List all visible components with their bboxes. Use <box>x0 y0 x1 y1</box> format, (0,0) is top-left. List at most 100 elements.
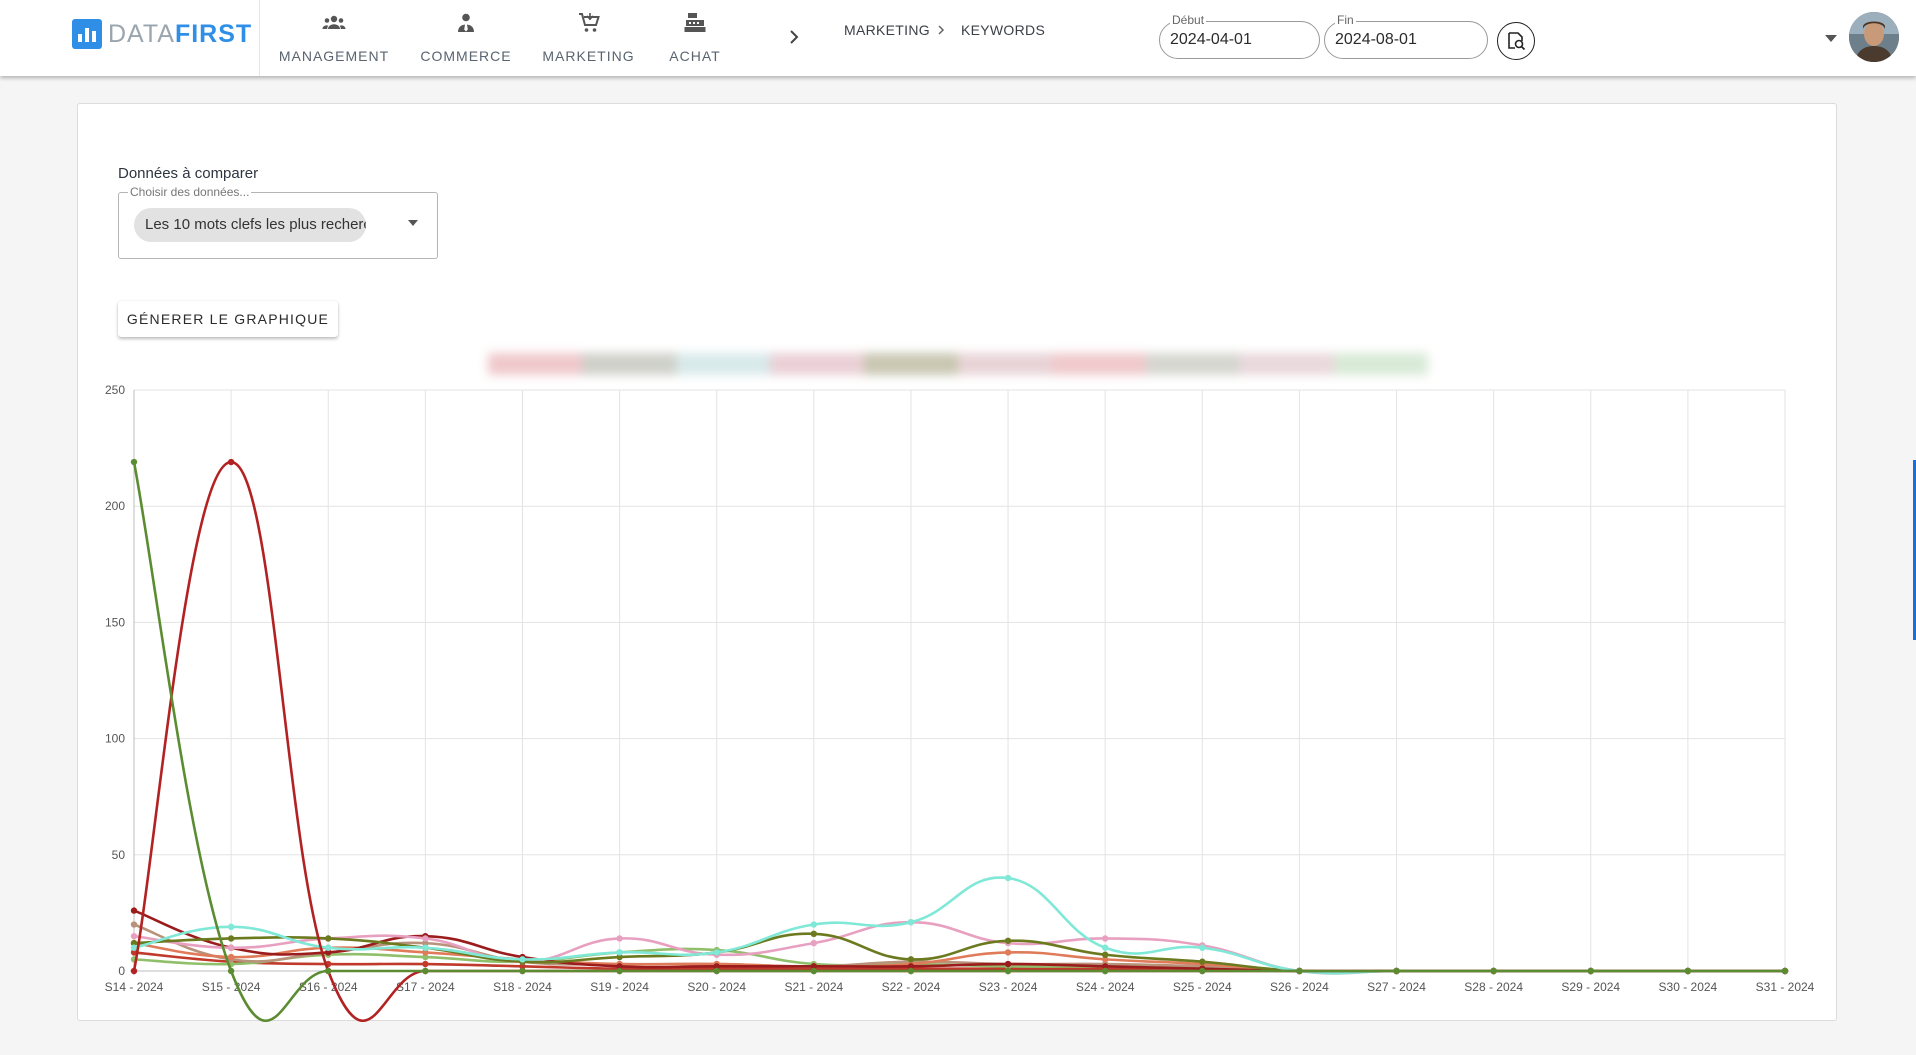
nav-management[interactable]: MANAGEMENT <box>278 12 390 64</box>
nav-label: ACHAT <box>669 48 721 64</box>
bar-chart-icon <box>72 19 102 49</box>
data-point <box>227 944 235 951</box>
search-document-icon <box>1508 32 1526 51</box>
end-date-field[interactable]: Fin 2024-08-01 <box>1324 13 1488 59</box>
avatar[interactable] <box>1849 12 1899 62</box>
y-tick-label: 200 <box>105 499 125 513</box>
nav-achat[interactable]: ACHAT <box>664 12 726 64</box>
generate-chart-label: GÉNERER LE GRAPHIQUE <box>126 311 330 327</box>
data-point <box>1004 960 1012 968</box>
x-tick-label: S21 - 2024 <box>784 980 843 994</box>
select-placeholder: Choisir des données... <box>128 184 252 196</box>
x-tick-label: S25 - 2024 <box>1173 980 1232 994</box>
legend-swatch <box>1052 353 1146 375</box>
data-point <box>713 967 720 975</box>
data-point <box>810 921 818 928</box>
data-point <box>325 949 332 956</box>
groups-icon <box>322 15 346 29</box>
data-point <box>810 939 818 947</box>
x-tick-label: S18 - 2024 <box>493 980 552 994</box>
data-point <box>1101 956 1109 963</box>
data-point <box>1393 967 1400 975</box>
x-tick-label: S14 - 2024 <box>105 980 164 994</box>
start-date-value[interactable]: 2024-04-01 <box>1170 31 1252 48</box>
nav-label: MANAGEMENT <box>278 48 390 64</box>
nav-commerce[interactable]: COMMERCE <box>419 12 513 64</box>
end-date-value[interactable]: 2024-08-01 <box>1335 31 1417 48</box>
x-tick-label: S26 - 2024 <box>1270 980 1329 994</box>
chart-legend <box>488 349 1428 379</box>
selected-chip[interactable]: Les 10 mots clefs les plus recherchés <box>134 208 366 242</box>
data-point <box>227 935 235 942</box>
legend-swatch <box>958 353 1052 375</box>
search-button[interactable] <box>1497 22 1535 60</box>
data-point <box>810 967 818 975</box>
x-tick-label: S24 - 2024 <box>1076 980 1135 994</box>
x-tick-label: S28 - 2024 <box>1464 980 1523 994</box>
data-point <box>422 939 429 947</box>
line-chart: 0 50 100 150 200 250 S14 - 2024 S15 - 2024 S16 -… <box>105 383 1815 1022</box>
start-date-label: Début <box>1170 13 1207 27</box>
caret-down-icon[interactable] <box>407 219 419 227</box>
cart-icon <box>578 13 600 32</box>
data-point <box>1684 967 1692 975</box>
data-point <box>1004 967 1012 975</box>
user-photo <box>1849 12 1899 62</box>
data-point <box>130 944 138 951</box>
start-date-field[interactable]: Début 2024-04-01 <box>1159 13 1320 59</box>
legend-swatch <box>1146 353 1240 375</box>
y-tick-label: 150 <box>105 615 125 629</box>
data-point <box>130 907 138 914</box>
top-bar: DATAFIRST MANAGEMENT COMMERCE MARKETING … <box>0 0 1916 76</box>
nav-label: COMMERCE <box>420 48 512 64</box>
nav-marketing[interactable]: MARKETING <box>541 12 636 64</box>
data-point <box>227 967 235 975</box>
generate-chart-button[interactable]: GÉNERER LE GRAPHIQUE <box>118 301 338 337</box>
caret-down-icon[interactable] <box>1824 33 1838 43</box>
data-point <box>907 918 915 926</box>
legend-swatch <box>770 353 864 375</box>
x-tick-label: S27 - 2024 <box>1367 980 1426 994</box>
data-point <box>422 944 429 951</box>
data-point <box>1101 935 1109 942</box>
data-point <box>616 963 623 970</box>
data-point <box>422 960 429 968</box>
data-point <box>713 949 720 956</box>
logo[interactable]: DATAFIRST <box>72 18 252 50</box>
divider <box>259 0 260 76</box>
data-point <box>616 949 623 956</box>
data-point <box>1004 874 1012 882</box>
breadcrumb-section[interactable]: MARKETING <box>844 22 930 38</box>
data-point <box>907 963 915 970</box>
data-point <box>1101 967 1109 975</box>
data-point <box>325 967 332 975</box>
data-point <box>1101 951 1109 958</box>
data-point <box>325 944 332 951</box>
data-point <box>616 935 623 942</box>
data-point <box>422 949 429 956</box>
y-tick-label: 250 <box>105 383 125 397</box>
data-point <box>227 458 235 466</box>
data-point <box>810 930 818 938</box>
series-line <box>132 461 1785 1022</box>
data-point <box>325 935 332 942</box>
legend-swatch <box>864 353 958 375</box>
x-tick-label: S16 - 2024 <box>299 980 358 994</box>
chevron-right-icon[interactable] <box>786 24 802 50</box>
data-point <box>1587 967 1594 975</box>
data-point <box>1490 967 1497 975</box>
data-point <box>130 932 138 940</box>
data-point <box>907 956 915 963</box>
data-point <box>616 953 623 961</box>
data-point <box>130 949 138 956</box>
data-point <box>713 963 720 970</box>
data-point <box>1101 944 1109 951</box>
x-tick-label: S23 - 2024 <box>979 980 1038 994</box>
data-point <box>422 953 429 961</box>
scrollbar[interactable] <box>1913 460 1916 640</box>
data-point <box>1296 967 1303 975</box>
data-point <box>1199 944 1206 951</box>
data-select[interactable]: Choisir des données... Les 10 mots clefs… <box>118 184 438 259</box>
data-point <box>227 953 235 961</box>
data-point <box>1101 963 1109 970</box>
